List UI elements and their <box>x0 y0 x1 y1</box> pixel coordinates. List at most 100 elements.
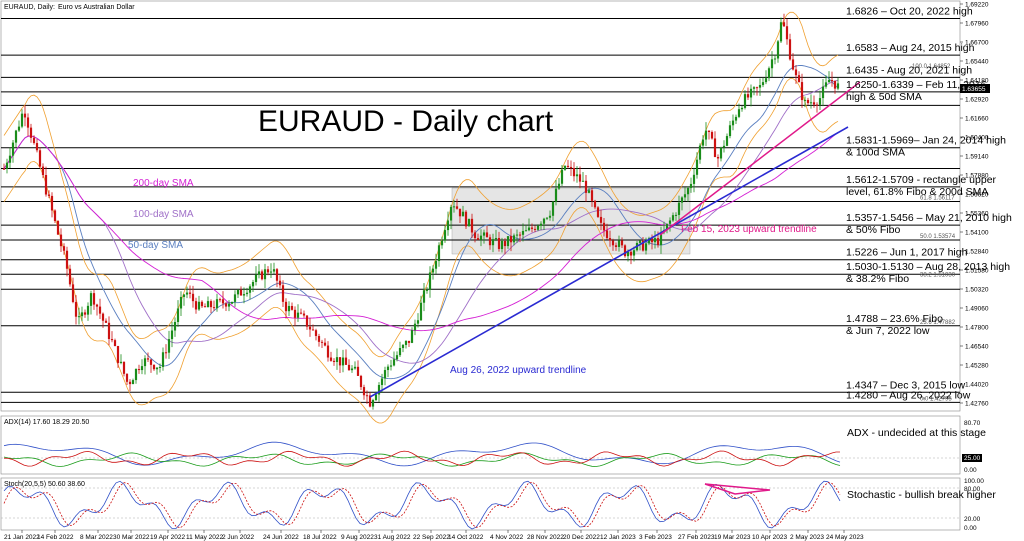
time-tick-label: 2 Jun 2022 <box>222 534 255 541</box>
bear-candle <box>476 238 480 240</box>
bull-candle <box>737 109 741 117</box>
time-tick-label: 3 Feb 2023 <box>639 534 672 541</box>
bull-candle <box>644 243 648 251</box>
bear-candle <box>584 180 588 193</box>
bull-candle <box>155 367 159 370</box>
fibo-top-label: 100.0 1.64852 <box>912 64 951 70</box>
level-label: 1.4347 – Dec 3, 2015 low <box>846 379 966 391</box>
bull-candle <box>143 358 147 367</box>
price-tick-label: 1.46540 <box>965 344 989 351</box>
level-label: 1.5357-1.5456 – May 21, 2010 high <box>846 212 1012 224</box>
bull-candle <box>779 22 783 42</box>
bear-candle <box>314 330 318 337</box>
price-tick-label: 1.60400 <box>965 135 989 142</box>
bull-candle <box>617 240 621 247</box>
bull-candle <box>515 234 519 236</box>
bull-candle <box>158 366 162 368</box>
bear-candle <box>71 284 75 303</box>
bear-candle <box>359 375 363 388</box>
fibo-label: 61.8 1.56117 <box>920 196 955 202</box>
bull-candle <box>740 107 744 110</box>
level-label: 1.4788 – 23.6% Fibo <box>846 313 943 325</box>
bull-candle <box>638 240 642 243</box>
bull-candle <box>386 366 390 371</box>
bear-candle <box>275 269 279 281</box>
bull-candle <box>272 269 276 272</box>
bull-candle <box>686 188 690 195</box>
bear-candle <box>788 39 792 60</box>
bull-candle <box>197 301 201 310</box>
bull-candle <box>269 271 273 273</box>
bear-candle <box>164 352 168 354</box>
sma100-label: 100-day SMA <box>133 209 194 220</box>
bear-candle <box>614 245 618 247</box>
bull-candle <box>491 239 495 246</box>
bear-candle <box>830 80 834 82</box>
time-tick-label: 4 Nov 2022 <box>490 534 524 541</box>
bear-candle <box>323 342 327 346</box>
stoch-axis-20: 20.00 <box>964 516 981 523</box>
bull-candle <box>704 130 708 140</box>
bear-candle <box>641 240 645 251</box>
chart-header: EURAUD, Daily: Euro vs Australian Dollar <box>4 4 135 11</box>
bull-candle <box>722 145 726 148</box>
level-label: 1.5030-1.5130 – Aug 28, 2013 high <box>846 261 1010 273</box>
aug-2022-trendline <box>369 126 849 398</box>
bear-candle <box>602 222 606 231</box>
support-resistance-levels <box>1 17 960 403</box>
plus-di-line <box>3 452 841 467</box>
level-label: 1.6583 – Aug 24, 2015 high <box>846 42 975 54</box>
bull-candle <box>818 98 822 105</box>
bear-candle <box>2 168 6 170</box>
level-label-line2: & 100d SMA <box>846 147 905 159</box>
bear-candle <box>50 195 54 211</box>
bull-candle <box>677 202 681 215</box>
time-tick-label: 2 May 2023 <box>790 534 824 541</box>
bear-candle <box>599 216 603 223</box>
level-label: 1.6826 – Oct 20, 2022 high <box>846 5 973 17</box>
time-tick-label: 9 Aug 2022 <box>341 534 374 541</box>
level-label-line2: level, 61.8% Fibo & 200d SMA <box>846 186 988 198</box>
bear-candle <box>368 395 372 407</box>
bull-candle <box>725 136 729 146</box>
bear-candle <box>608 238 612 241</box>
bull-candle <box>824 82 828 87</box>
price-tick-label: 1.64180 <box>965 78 989 85</box>
bull-candle <box>119 361 123 363</box>
bull-candle <box>161 352 165 367</box>
bear-candle <box>305 315 309 327</box>
bear-candle <box>146 358 150 360</box>
price-tick-label: 1.69220 <box>965 2 989 9</box>
bear-candle <box>344 357 348 365</box>
bear-candle <box>518 234 522 236</box>
bull-candle <box>341 357 345 366</box>
time-tick-label: 19 Mar 2023 <box>714 534 751 541</box>
bull-candle <box>179 296 183 309</box>
level-label-line2: & 38.2% Fibo <box>846 273 909 285</box>
bear-candle <box>464 211 468 227</box>
bull-candle <box>245 292 249 295</box>
adx-axis-bottom: 0.00 <box>964 467 977 474</box>
bull-candle <box>449 206 453 221</box>
adx-panel-frame <box>0 415 961 475</box>
time-tick-label: 27 Feb 2023 <box>678 534 715 541</box>
bull-candle <box>545 217 549 219</box>
bear-candle <box>101 313 105 321</box>
bear-candle <box>65 250 69 269</box>
bear-candle <box>308 326 312 330</box>
bear-candle <box>41 166 45 176</box>
bull-candle <box>665 223 669 231</box>
bull-candle <box>422 290 426 303</box>
bull-candle <box>557 183 561 189</box>
bull-candle <box>581 180 585 182</box>
stoch-axis-0: 0.00 <box>964 525 977 532</box>
bull-candle <box>380 378 384 385</box>
bull-candle <box>626 251 630 257</box>
level-label: 1.5831-1.5969– Jan 24, 2014 high <box>846 135 1006 147</box>
adx-header: ADX(14) 17.60 18.29 20.50 <box>4 419 89 426</box>
bull-candle <box>452 206 456 208</box>
bear-candle <box>488 237 492 246</box>
bb-lower <box>3 78 839 424</box>
bear-candle <box>326 345 330 358</box>
minus-di-line <box>3 450 840 467</box>
